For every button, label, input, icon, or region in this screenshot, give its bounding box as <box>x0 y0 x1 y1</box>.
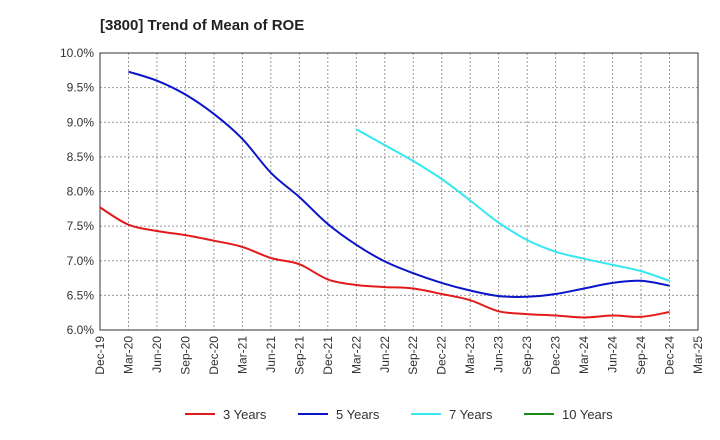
x-tick-label: Mar-24 <box>577 336 591 374</box>
x-tick-label: Jun-20 <box>150 336 164 373</box>
x-tick-label: Dec-23 <box>549 336 563 375</box>
series-line-7-years <box>355 128 670 282</box>
x-tick-label: Sep-24 <box>634 336 648 375</box>
y-tick-label: 9.5% <box>67 81 95 95</box>
y-axis: 6.0% 6.5% 7.0% 7.5% 8.0% 8.5% 9.0% 9.5% 10.0% <box>60 46 94 337</box>
x-tick-label: Dec-19 <box>93 336 107 375</box>
x-tick-label: Mar-20 <box>121 336 135 374</box>
y-tick-label: 10.0% <box>60 46 94 60</box>
legend-label: 7 Years <box>449 407 493 422</box>
x-tick-label: Sep-22 <box>406 336 420 375</box>
x-tick-label: Dec-21 <box>321 336 335 375</box>
chart-title: [3800] Trend of Mean of ROE <box>100 17 304 34</box>
y-tick-label: 6.5% <box>67 288 95 302</box>
x-axis: Dec-19 Mar-20 Jun-20 Sep-20 Dec-20 Mar-21 Jun-… <box>93 336 705 375</box>
legend-label: 5 Years <box>336 407 380 422</box>
series-line-5-years <box>128 70 670 298</box>
y-tick-label: 6.0% <box>67 323 95 337</box>
x-tick-label: Jun-23 <box>492 336 506 373</box>
y-tick-label: 7.0% <box>67 254 95 268</box>
series-lines <box>99 70 670 319</box>
y-tick-label: 8.0% <box>67 185 95 199</box>
x-tick-label: Sep-20 <box>178 336 192 375</box>
x-tick-label: Mar-22 <box>349 336 363 374</box>
x-tick-label: Dec-22 <box>435 336 449 375</box>
series-line-3-years <box>99 206 670 319</box>
legend-label: 3 Years <box>223 407 267 422</box>
x-tick-label: Dec-20 <box>207 336 221 375</box>
x-tick-label: Jun-24 <box>606 336 620 373</box>
legend: 3 Years 5 Years 7 Years 10 Years <box>185 407 613 422</box>
y-tick-label: 7.5% <box>67 219 95 233</box>
y-tick-label: 8.5% <box>67 150 95 164</box>
legend-label: 10 Years <box>562 407 613 422</box>
y-tick-label: 9.0% <box>67 115 95 129</box>
x-tick-label: Sep-23 <box>520 336 534 375</box>
x-tick-label: Dec-24 <box>663 336 677 375</box>
plot-area <box>99 52 699 331</box>
x-tick-label: Jun-21 <box>264 336 278 373</box>
x-tick-label: Mar-23 <box>463 336 477 374</box>
x-tick-label: Mar-25 <box>691 336 705 374</box>
x-tick-label: Sep-21 <box>292 336 306 375</box>
x-tick-label: Mar-21 <box>235 336 249 374</box>
x-tick-label: Jun-22 <box>378 336 392 373</box>
